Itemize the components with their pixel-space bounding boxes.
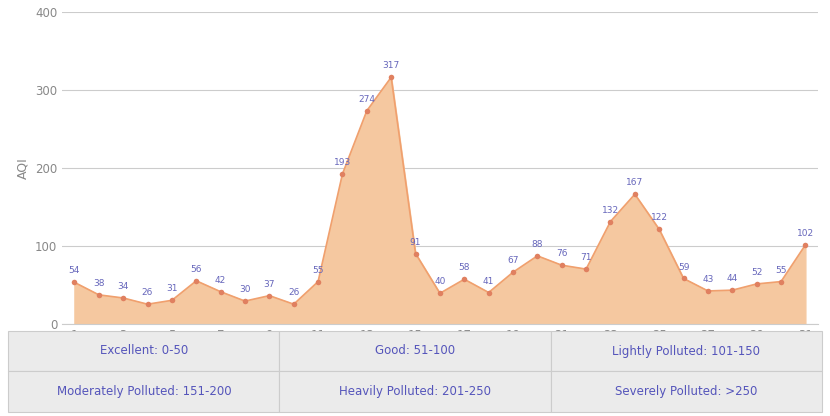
Text: 56: 56	[191, 265, 202, 274]
Text: 132: 132	[602, 206, 619, 215]
Text: 58: 58	[458, 263, 470, 272]
Text: 34: 34	[118, 282, 129, 291]
Text: Moderately Polluted: 151-200: Moderately Polluted: 151-200	[56, 385, 232, 398]
Text: Excellent: 0-50: Excellent: 0-50	[100, 344, 188, 357]
Y-axis label: AQI: AQI	[17, 158, 30, 179]
Text: 38: 38	[93, 279, 105, 288]
Text: 52: 52	[751, 268, 762, 277]
Text: 193: 193	[334, 158, 351, 167]
Text: 31: 31	[166, 285, 178, 293]
Text: 26: 26	[288, 288, 300, 297]
Text: 88: 88	[531, 240, 543, 249]
Text: 71: 71	[580, 253, 592, 262]
Text: 44: 44	[726, 274, 738, 283]
Text: 274: 274	[359, 95, 375, 104]
Text: 102: 102	[797, 229, 814, 238]
Text: 76: 76	[556, 249, 568, 258]
Text: Severely Polluted: >250: Severely Polluted: >250	[615, 385, 757, 398]
Text: 26: 26	[142, 288, 154, 297]
Text: Heavily Polluted: 201-250: Heavily Polluted: 201-250	[339, 385, 491, 398]
Text: 54: 54	[69, 266, 81, 275]
Text: 37: 37	[264, 280, 275, 289]
Text: Good: 51-100: Good: 51-100	[375, 344, 455, 357]
Text: 55: 55	[312, 266, 324, 275]
Text: 317: 317	[383, 61, 400, 70]
Text: 41: 41	[483, 277, 495, 285]
Text: 91: 91	[410, 238, 422, 247]
Text: 167: 167	[626, 178, 643, 187]
Text: 42: 42	[215, 276, 227, 285]
Text: Lightly Polluted: 101-150: Lightly Polluted: 101-150	[613, 344, 760, 357]
Text: 55: 55	[775, 266, 787, 275]
Text: 122: 122	[651, 213, 667, 223]
Text: 59: 59	[678, 262, 689, 272]
Text: 67: 67	[507, 256, 519, 265]
Text: 43: 43	[702, 275, 714, 284]
Text: 40: 40	[434, 277, 446, 286]
Text: 30: 30	[239, 285, 251, 294]
